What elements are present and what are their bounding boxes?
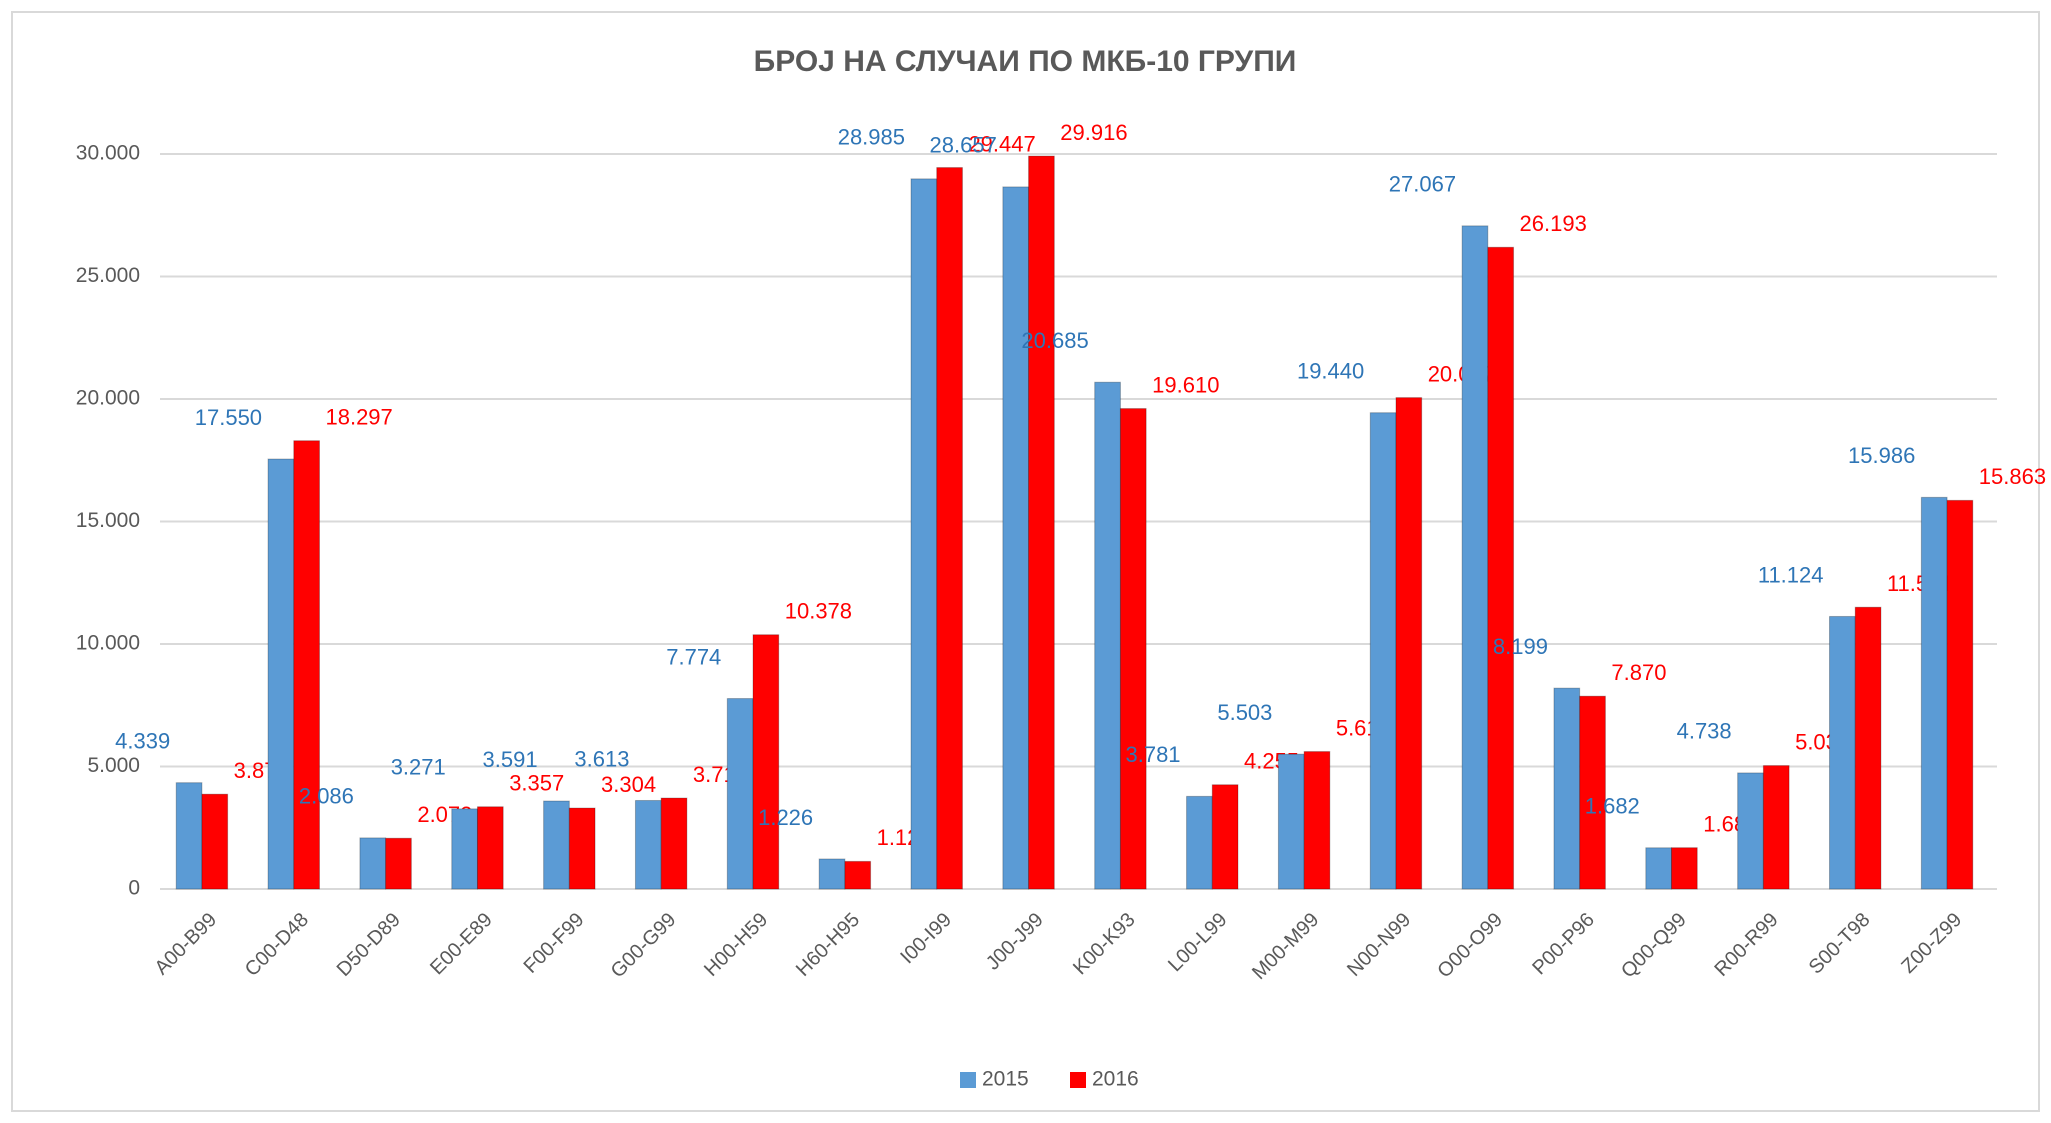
bar: [1946, 499, 1974, 890]
bar: [844, 860, 872, 890]
value-label: 20.685: [1021, 328, 1088, 353]
bar: [726, 698, 754, 890]
bar: [1645, 847, 1673, 890]
bar: [818, 858, 846, 890]
legend-label: 2016: [1092, 1068, 1139, 1091]
value-label: 3.271: [391, 755, 446, 780]
legend-swatch: [960, 1072, 976, 1088]
value-label: 4.738: [1677, 719, 1732, 744]
bar: [752, 634, 780, 890]
value-label: 28.657: [930, 133, 997, 158]
chart-title: БРОЈ НА СЛУЧАИ ПО МКБ-10 ГРУПИ: [754, 45, 1297, 78]
value-label: 7.774: [666, 644, 721, 669]
bar: [1854, 606, 1882, 890]
value-label: 11.124: [1758, 562, 1824, 587]
y-tick-label: 5.000: [87, 754, 140, 777]
value-label: 3.591: [483, 747, 538, 772]
bar: [1737, 772, 1764, 890]
bar: [1002, 186, 1030, 890]
value-label: 1.682: [1585, 794, 1640, 819]
legend-label: 2015: [982, 1068, 1029, 1091]
value-label: 17.550: [195, 405, 262, 430]
bar: [359, 837, 387, 890]
bar: [1461, 225, 1489, 890]
bar: [385, 837, 412, 890]
y-tick-label: 25.000: [76, 264, 140, 287]
value-label: 19.610: [1152, 372, 1219, 397]
value-label: 15.863: [1979, 464, 2046, 489]
bar: [1553, 687, 1581, 890]
bar: [1579, 695, 1606, 890]
value-label: 3.781: [1125, 742, 1180, 767]
bar: [175, 782, 203, 890]
value-label: 2.086: [299, 784, 354, 809]
value-label: 3.357: [509, 771, 564, 796]
value-label: 10.378: [785, 599, 852, 624]
value-label: 18.297: [325, 405, 392, 430]
bar: [476, 806, 504, 890]
bar: [543, 800, 570, 890]
bar: [936, 167, 963, 890]
bar: [1829, 615, 1856, 890]
bar: [451, 808, 478, 890]
value-label: 3.304: [601, 772, 656, 797]
bar: [910, 178, 938, 890]
bar: [660, 797, 688, 890]
bar: [1211, 784, 1239, 890]
bar: [1119, 408, 1147, 890]
y-tick-label: 10.000: [76, 632, 140, 655]
bar: [1186, 795, 1213, 890]
bar: [1369, 412, 1397, 890]
bar: [1671, 847, 1698, 890]
value-label: 29.447: [968, 131, 1035, 156]
y-tick-label: 15.000: [76, 509, 140, 532]
bar: [634, 799, 662, 890]
bar: [293, 440, 320, 890]
value-label: 7.870: [1611, 660, 1666, 685]
value-label: 29.916: [1060, 120, 1127, 145]
y-tick-label: 20.000: [76, 387, 140, 410]
value-label: 1.226: [758, 805, 813, 830]
bar: [1277, 753, 1305, 890]
legend-swatch: [1070, 1072, 1086, 1088]
value-label: 28.985: [838, 125, 905, 150]
bar: [1920, 496, 1948, 890]
value-label: 8.199: [1493, 634, 1548, 659]
value-label: 3.613: [574, 746, 629, 771]
bar: [1303, 751, 1331, 890]
value-label: 26.193: [1520, 211, 1587, 236]
value-label: 4.339: [115, 729, 170, 754]
bar: [1487, 246, 1515, 890]
value-label: 27.067: [1389, 172, 1456, 197]
bar: [267, 458, 295, 890]
bar: [1094, 381, 1121, 890]
bar: [1028, 155, 1055, 890]
bar: [1762, 765, 1790, 890]
y-tick-label: 30.000: [76, 142, 140, 165]
bar: [201, 793, 229, 890]
bar: [568, 807, 596, 890]
value-label: 5.503: [1217, 700, 1272, 725]
value-label: 19.440: [1297, 359, 1364, 384]
bar: [1395, 397, 1423, 890]
y-tick-label: 0: [128, 877, 140, 900]
value-label: 15.986: [1848, 443, 1915, 468]
